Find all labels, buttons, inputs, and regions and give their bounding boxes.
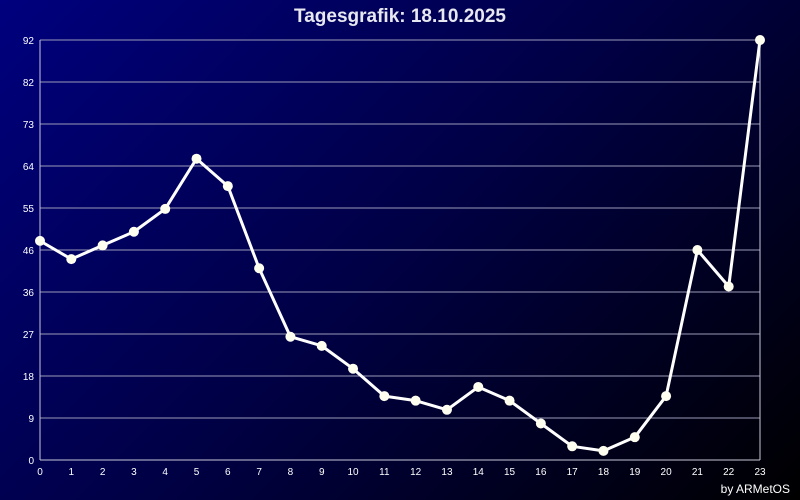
data-point xyxy=(598,445,609,456)
x-tick-label: 7 xyxy=(256,467,262,478)
data-point xyxy=(535,418,546,429)
data-point xyxy=(254,263,265,274)
y-tick-label: 0 xyxy=(28,456,34,467)
data-point xyxy=(191,153,202,164)
x-tick-label: 15 xyxy=(504,467,516,478)
data-point xyxy=(348,363,359,374)
data-point xyxy=(66,254,77,265)
y-tick-label: 27 xyxy=(23,330,35,341)
data-point xyxy=(160,203,171,214)
data-point xyxy=(567,441,578,452)
y-tick-label: 64 xyxy=(23,162,35,173)
data-point xyxy=(410,395,421,406)
x-tick-label: 20 xyxy=(661,467,673,478)
x-tick-label: 14 xyxy=(473,467,485,478)
x-tick-label: 23 xyxy=(754,467,766,478)
data-point xyxy=(504,395,515,406)
x-tick-label: 8 xyxy=(288,467,294,478)
x-tick-label: 4 xyxy=(162,467,168,478)
x-tick-label: 17 xyxy=(567,467,579,478)
series-line xyxy=(39,39,762,453)
x-tick-label: 2 xyxy=(100,467,106,478)
y-tick-label: 9 xyxy=(28,414,34,425)
y-tick-label: 82 xyxy=(23,78,35,89)
data-point xyxy=(97,240,108,251)
y-tick-label: 36 xyxy=(23,288,35,299)
data-point xyxy=(441,404,452,415)
x-tick-label: 6 xyxy=(225,467,231,478)
data-point xyxy=(723,281,734,292)
y-tick-label: 55 xyxy=(23,204,35,215)
data-point xyxy=(35,235,45,246)
x-tick-label: 19 xyxy=(629,467,641,478)
credit-label: by ARMetOS xyxy=(720,482,790,496)
data-point xyxy=(379,391,390,402)
x-tick-label: 11 xyxy=(379,467,390,478)
y-tick-label: 46 xyxy=(23,246,35,257)
y-tick-label: 18 xyxy=(23,372,35,383)
chart-title: Tagesgrafik: 18.10.2025 xyxy=(294,6,506,27)
x-tick-label: 1 xyxy=(69,467,75,478)
x-tick-label: 13 xyxy=(441,467,453,478)
data-point xyxy=(692,245,703,255)
x-tick-label: 16 xyxy=(535,467,547,478)
data-point xyxy=(285,331,296,342)
x-tick-label: 3 xyxy=(131,467,137,478)
data-point xyxy=(755,35,765,45)
x-tick-label: 5 xyxy=(194,467,200,478)
x-tick-label: 9 xyxy=(319,467,325,478)
data-point xyxy=(661,391,672,402)
y-tick-label: 92 xyxy=(23,36,35,47)
x-tick-label: 18 xyxy=(598,467,610,478)
x-tick-label: 12 xyxy=(410,467,422,478)
data-point xyxy=(222,181,233,192)
x-tick-label: 0 xyxy=(37,467,43,478)
x-tick-label: 10 xyxy=(347,467,359,478)
data-point xyxy=(128,226,139,237)
x-tick-label: 21 xyxy=(692,467,704,478)
data-point xyxy=(473,381,484,392)
x-tick-label: 22 xyxy=(723,467,735,478)
data-point xyxy=(629,432,640,443)
y-tick-label: 73 xyxy=(23,120,35,131)
data-point xyxy=(316,340,327,351)
